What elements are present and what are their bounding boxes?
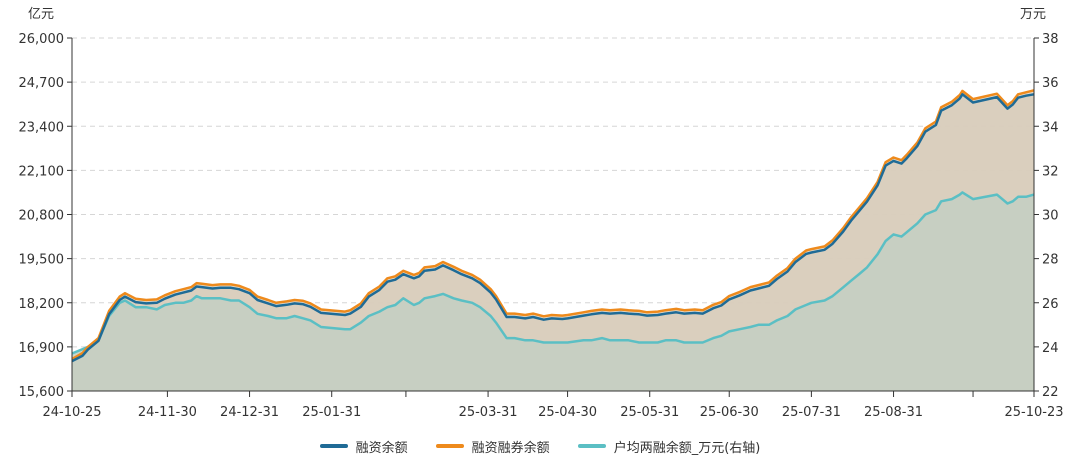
legend-swatch-margin-balance [435, 444, 464, 448]
legend-label-margin-balance: 融资融券余额 [471, 440, 550, 456]
right-axis-tick-label: 32 [1042, 164, 1059, 179]
x-axis-tick-label: 24-10-25 [42, 405, 101, 420]
right-axis-tick-label: 28 [1042, 253, 1059, 268]
x-axis-tick-label: 25-05-31 [620, 405, 679, 420]
legend-swatch-financing-balance [319, 444, 348, 448]
x-axis-tick-label: 25-07-31 [782, 405, 841, 420]
x-axis-tick-label: 25-06-30 [700, 405, 759, 420]
series-line [71, 93, 1035, 363]
legend-item-margin-balance[interactable]: 融资融券余额 [435, 437, 550, 456]
legend-label-avg-per-account: 户均两融余额_万元(右轴) [613, 440, 761, 456]
right-axis-tick-label: 38 [1042, 32, 1059, 47]
left-axis-tick-label: 20,800 [19, 209, 65, 224]
series-lines [71, 89, 1035, 363]
left-axis-tick-label: 19,500 [19, 253, 65, 268]
right-axis-tick-label: 24 [1042, 341, 1059, 356]
x-axis-tick-label: 25-03-31 [459, 405, 518, 420]
area-fills [72, 90, 1034, 392]
left-axis-tick-label: 18,200 [19, 297, 65, 312]
legend-swatch-avg-per-account [577, 444, 606, 448]
left-axis-tick-label: 24,700 [19, 76, 65, 91]
x-axis-tick-label: 24-11-30 [138, 405, 197, 420]
left-axis-tick-label: 16,900 [19, 341, 65, 356]
legend-label-financing-balance: 融资余额 [355, 440, 408, 456]
left-axis-tick-label: 15,600 [19, 385, 65, 400]
series-area [72, 192, 1034, 391]
right-axis-unit: 万元 [1020, 7, 1046, 22]
x-axis-tick-label: 24-12-31 [220, 405, 279, 420]
left-axis-tick-label: 26,000 [19, 32, 65, 47]
legend-item-financing-balance[interactable]: 融资余额 [319, 437, 408, 456]
right-axis-tick-label: 22 [1042, 385, 1059, 400]
right-axis-tick-label: 30 [1042, 209, 1059, 224]
right-axis-tick-label: 26 [1042, 297, 1059, 312]
axes: 15,600 22 16,900 24 18,200 26 19,500 28 20,800 30… [19, 32, 1064, 420]
right-axis-tick-label: 34 [1042, 120, 1059, 135]
series-line [71, 191, 1035, 355]
right-axis-tick-label: 36 [1042, 76, 1059, 91]
left-axis-unit: 亿元 [28, 7, 54, 22]
series-line [71, 89, 1035, 361]
x-axis-tick-label: 25-01-31 [302, 405, 361, 420]
x-axis-tick-label: 25-04-30 [538, 405, 597, 420]
x-axis-tick-label: 25-10-23 [1004, 405, 1063, 420]
x-axis-tick-label: 25-08-31 [864, 405, 923, 420]
chart-legend: 融资余额 融资融券余额 户均两融余额_万元(右轴) [0, 436, 1080, 456]
left-axis-tick-label: 23,400 [19, 120, 65, 135]
legend-item-avg-per-account[interactable]: 户均两融余额_万元(右轴) [577, 437, 761, 456]
left-axis-tick-label: 22,100 [19, 164, 65, 179]
